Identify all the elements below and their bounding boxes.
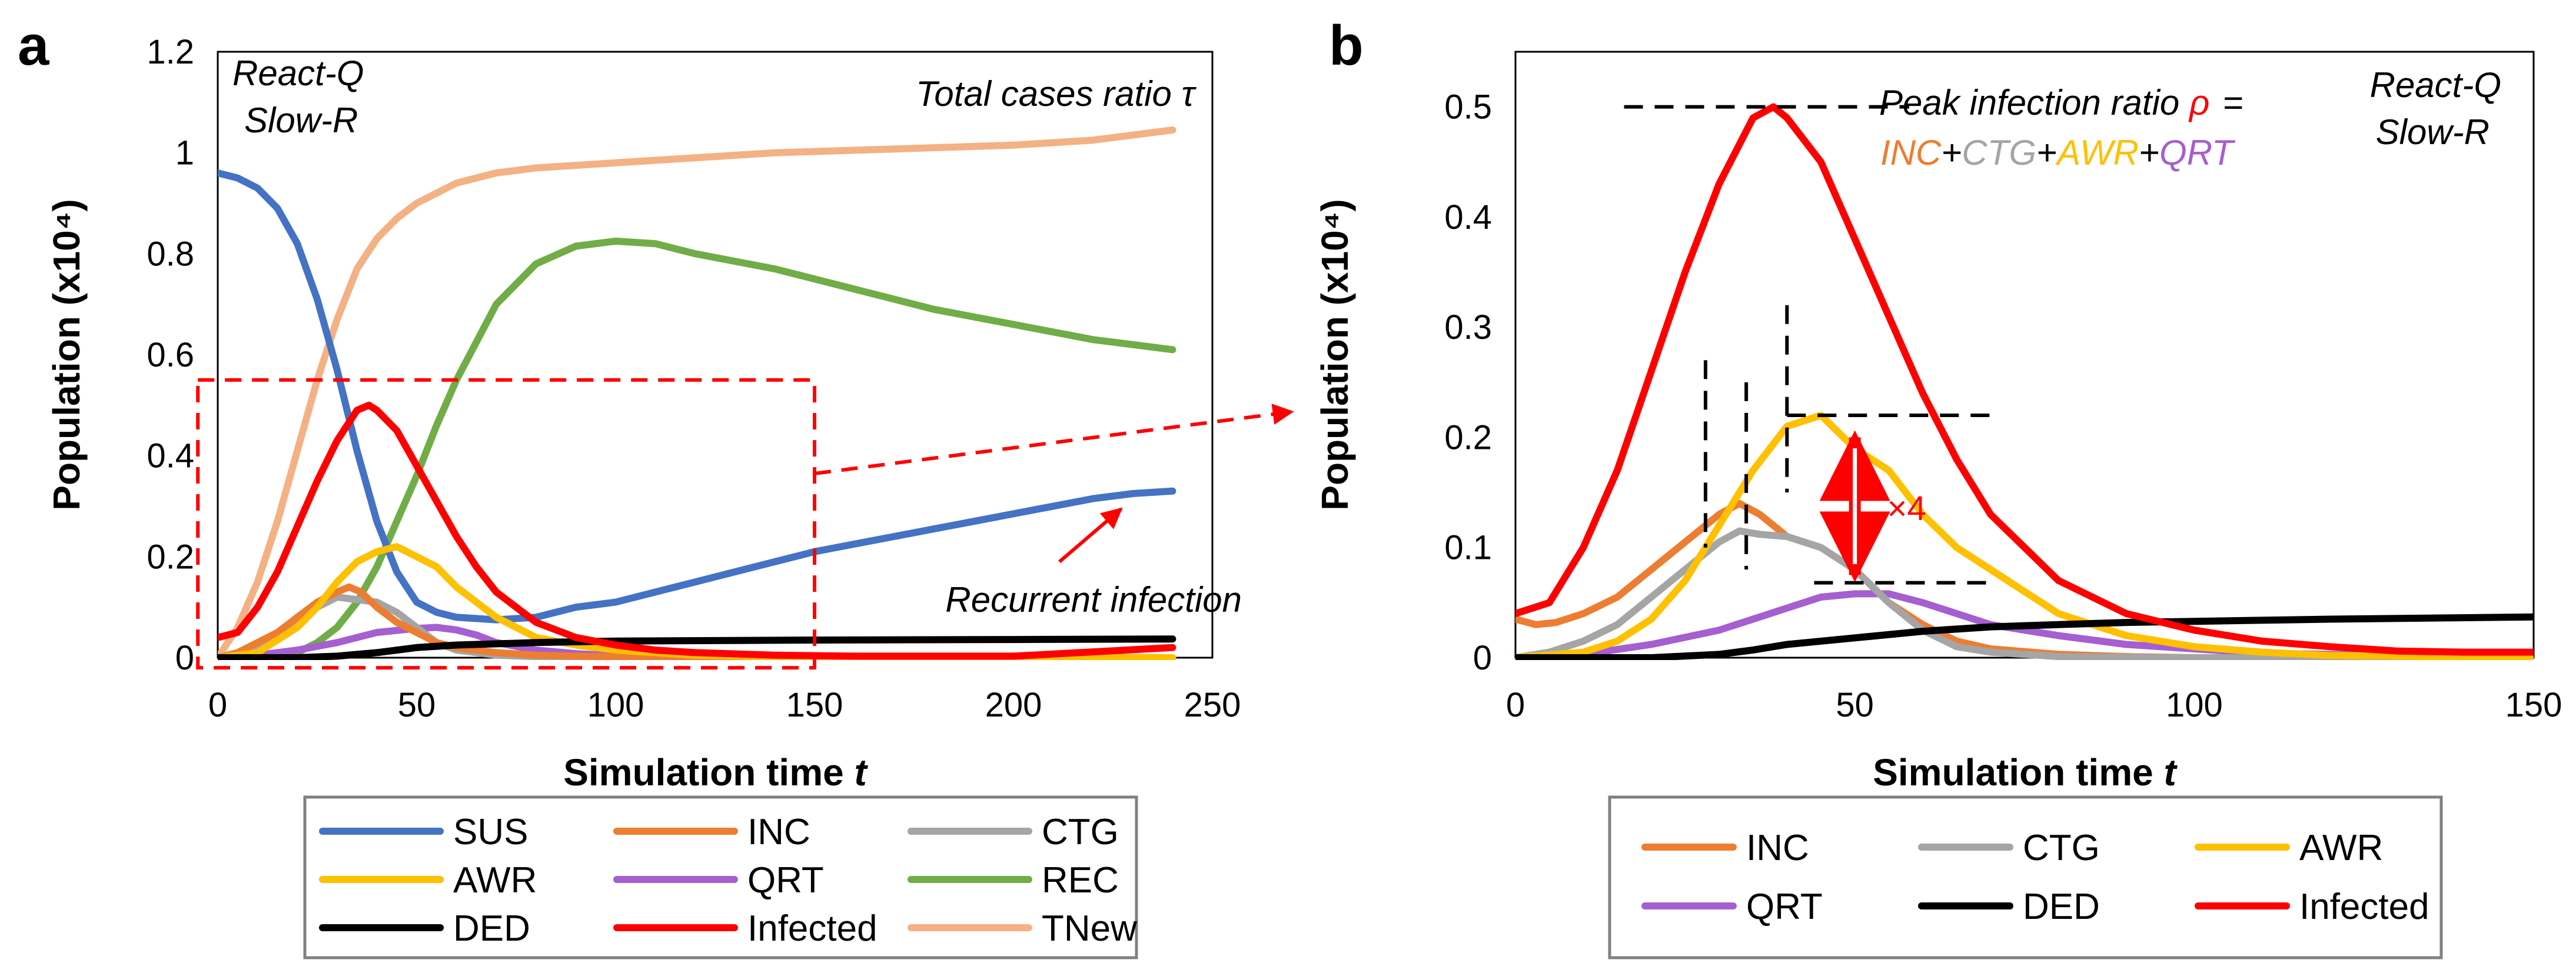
y-tick-label: 0.2 xyxy=(147,538,194,576)
x-axis-label-text: Simulation time xyxy=(1873,751,2163,794)
series-line-tnew xyxy=(218,126,1176,660)
y-tick-label: 0.4 xyxy=(1444,198,1492,236)
legend-label-awr: AWR xyxy=(453,860,537,901)
legend-label-tnew: TNew xyxy=(1042,908,1137,949)
legend-box xyxy=(1608,795,2443,959)
peak-equals: = xyxy=(2222,83,2243,122)
panel-label-b: b xyxy=(1329,14,1364,77)
series-line-ctg xyxy=(1515,527,2534,660)
recurrent-arrow xyxy=(1058,507,1123,564)
y-axis-label: Population (x10⁴) xyxy=(45,199,88,510)
peak-label-text: Peak infection ratio xyxy=(1879,83,2189,122)
eq-term-inc: INC xyxy=(1880,133,1942,172)
zoom-arrow xyxy=(814,404,1294,475)
x-tick-label: 250 xyxy=(1184,686,1241,724)
eq-plus: + xyxy=(2139,133,2159,172)
series-line-inc xyxy=(218,583,1176,660)
eq-term-qrt: QRT xyxy=(2159,133,2236,172)
legend-label-ctg: CTG xyxy=(2023,828,2100,868)
x-tick-label: 150 xyxy=(786,686,843,724)
y-tick-label: 0.3 xyxy=(1444,308,1492,346)
x-tick-label: 0 xyxy=(208,686,227,724)
scenario-label-line2: Slow-R xyxy=(244,101,358,140)
panel-label-a: a xyxy=(18,14,49,77)
total-cases-annotation: Total cases ratio τ xyxy=(916,74,1196,114)
eq-term-awr: AWR xyxy=(2055,133,2139,172)
series-line-infected xyxy=(1515,103,2534,656)
legend-label-inc: INC xyxy=(747,812,810,852)
y-axis-label: Population (x10⁴) xyxy=(1314,199,1356,510)
zoom-box xyxy=(196,378,817,670)
panel-a: 0 50 100 150 200 250 0 0.2 0.4 0.6 0.8 1 1.2 Simulati… xyxy=(45,33,1294,959)
legend-label-sus: SUS xyxy=(453,812,528,852)
peak-ratio-equation: INC+CTG+AWR+QRT xyxy=(1880,133,2236,172)
x-axis-label: Simulation time t xyxy=(563,751,868,794)
legend-label-rec: REC xyxy=(1042,860,1119,901)
scenario-label-line1: React-Q xyxy=(232,54,364,93)
panel-b: 0 50 100 150 0 0.1 0.2 0.3 0.4 0.5 Simulation time… xyxy=(1314,51,2562,959)
scenario-label-line1: React-Q xyxy=(2370,65,2501,105)
x-tick-label: 0 xyxy=(1506,686,1525,724)
x-tick-label: 100 xyxy=(587,686,644,724)
series-group xyxy=(218,126,1176,660)
legend-label-inc: INC xyxy=(1746,828,1809,868)
peak-symbol: ρ xyxy=(2188,83,2209,122)
ratio-factor-label: ×4 xyxy=(1887,489,1926,528)
y-tick-label: 0.2 xyxy=(1444,418,1492,456)
y-tick-label: 0.8 xyxy=(147,235,194,273)
y-tick-label: 1 xyxy=(175,134,194,172)
legend-label-awr: AWR xyxy=(2299,828,2383,868)
series-line-sus xyxy=(218,169,1176,624)
legend-label-qrt: QRT xyxy=(1746,887,1823,927)
series-line-infected xyxy=(218,401,1176,660)
eq-term-ctg: CTG xyxy=(1962,133,2036,172)
y-tick-label: 0.1 xyxy=(1444,529,1492,567)
recurrent-infection-annotation: Recurrent infection xyxy=(945,580,1242,619)
y-tick-label: 0 xyxy=(175,639,194,677)
legend-label-infected: Infected xyxy=(2299,887,2429,927)
series-line-rec xyxy=(218,237,1176,660)
y-tick-label: 0.6 xyxy=(147,336,194,374)
series-line-qrt xyxy=(1515,590,2534,660)
series-line-ded xyxy=(218,635,1176,660)
series-line-ded xyxy=(1515,613,2534,660)
peak-ratio-label: Peak infection ratio ρ = xyxy=(1879,83,2243,122)
x-axis-label: Simulation time t xyxy=(1873,751,2178,794)
series-line-awr xyxy=(1515,412,2534,660)
x-axis-label-var: t xyxy=(854,751,868,794)
y-tick-label: 1.2 xyxy=(147,33,194,71)
legend-label-ded: DED xyxy=(453,908,530,949)
legend-label-infected: Infected xyxy=(747,908,877,949)
eq-plus: + xyxy=(1941,133,1962,172)
legend-label-ded: DED xyxy=(2023,887,2100,927)
x-tick-label: 200 xyxy=(985,686,1042,724)
y-tick-label: 0.4 xyxy=(147,437,194,475)
legend-label-qrt: QRT xyxy=(747,860,824,901)
legend-label-ctg: CTG xyxy=(1042,812,1119,852)
y-tick-label: 0 xyxy=(1473,639,1492,677)
x-axis-label-var: t xyxy=(2163,751,2178,794)
x-tick-label: 150 xyxy=(2505,686,2562,724)
scenario-label-line2: Slow-R xyxy=(2376,112,2489,152)
x-tick-label: 50 xyxy=(1836,686,1874,724)
y-tick-label: 0.5 xyxy=(1444,88,1492,126)
x-tick-label: 50 xyxy=(398,686,436,724)
eq-plus: + xyxy=(2036,133,2057,172)
series-group xyxy=(1515,103,2534,660)
x-tick-label: 100 xyxy=(2166,686,2223,724)
x-axis-label-text: Simulation time xyxy=(563,751,854,794)
